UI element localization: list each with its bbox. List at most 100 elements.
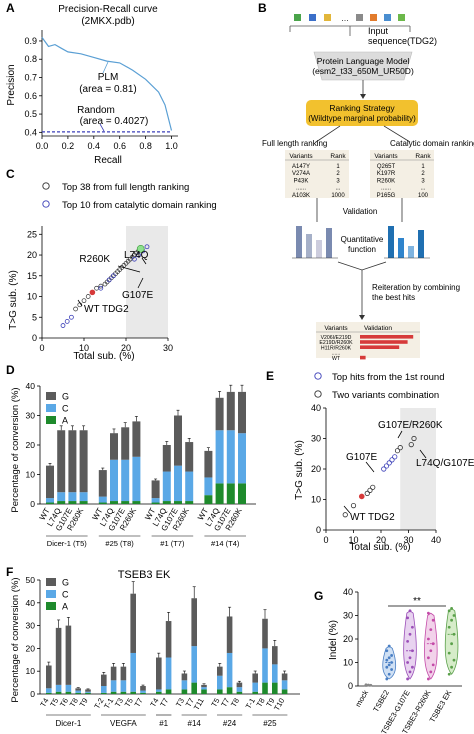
f-xtick-label: T5 [123, 697, 135, 709]
f-ytick-label: 10 [26, 666, 36, 676]
a-xtick-label: 1.0 [165, 141, 178, 151]
g-point [447, 609, 451, 613]
f-bar-A [130, 691, 136, 694]
catalytic-ranking-label: Catalytic domain ranking [390, 139, 474, 148]
g-point [447, 625, 451, 629]
c-point-wt [89, 289, 96, 296]
d-bar-G [151, 480, 160, 499]
f-bar-A [156, 691, 162, 694]
val-bar-right-4 [418, 230, 424, 258]
d-bar-G [68, 430, 77, 493]
f-bar-A [140, 692, 146, 694]
combo-row-bar [360, 345, 400, 349]
f-xtick-label: T8 [255, 697, 267, 709]
cat-row-variant: K197R [377, 171, 396, 177]
f-bar-G [110, 666, 117, 681]
c-point-highlight [136, 245, 145, 253]
e-point-tophit [392, 454, 398, 460]
combo-col-variants: Variants [324, 325, 348, 332]
d-bar-A [238, 483, 246, 504]
f-bar-G [130, 593, 136, 653]
panel-f-ylabel: Percentage of conversion (%) [10, 577, 21, 702]
combo-row-bar [360, 355, 366, 360]
panel-e-ylabel: T>G sub. (%) [294, 440, 305, 500]
panel-c: C Top 38 from full length ranking Top 10… [6, 167, 217, 362]
f-group-label: VEGFA [110, 719, 137, 728]
d-legend-label-G: G [62, 392, 69, 402]
g-point [385, 677, 389, 681]
g-point [431, 618, 435, 622]
val-bar-left-4 [326, 228, 332, 258]
g-point [367, 683, 370, 687]
g-point [452, 614, 456, 617]
a-xtick-label: 0.2 [62, 141, 75, 151]
d-bar-G [79, 430, 88, 493]
d-bar-A [215, 483, 224, 504]
d-bar-G [215, 397, 224, 431]
f-bar-A [236, 691, 243, 694]
panel-c-points [60, 244, 150, 328]
d-ytick-label: 0 [30, 499, 35, 509]
plm-label: PLM [98, 72, 119, 83]
e-point-combo [411, 435, 417, 442]
quant-label-2: function [348, 245, 376, 254]
d-bar-C [121, 459, 130, 502]
full-col-variants: Variants [289, 153, 313, 160]
panel-e-points [342, 435, 417, 518]
panel-c-ylabel: T>G sub. (%) [8, 270, 19, 330]
f-bar-A [272, 682, 278, 694]
random-area: (area = 0.4027) [80, 116, 149, 127]
f-bar-C [181, 680, 188, 690]
f-bar-G [120, 666, 127, 681]
f-bar-G [236, 682, 243, 688]
f-bar-C [46, 688, 52, 693]
c-point-catalytic [106, 277, 112, 283]
significance-label: ** [413, 596, 421, 607]
e-xtick-label: 0 [323, 535, 328, 545]
plm-box-title: Protein Language Model [317, 56, 410, 66]
d-bar-G [238, 391, 246, 434]
d-bar-C [46, 498, 54, 503]
d-bar-G [226, 391, 235, 431]
val-bar-left-1 [296, 226, 302, 258]
e-point-combo [370, 484, 376, 490]
full-row-rank: 3 [336, 178, 340, 184]
reiteration-label-2: the best hits [372, 293, 415, 302]
c-ytick-label: 25 [27, 229, 37, 239]
f-group-label: #24 [223, 719, 237, 728]
f-bar-C [110, 680, 117, 692]
d-bar-G [174, 415, 182, 466]
f-bar-C [75, 690, 81, 693]
g-violin [403, 610, 417, 680]
c-xtick-label: 10 [79, 343, 89, 353]
f-bar-G [272, 646, 278, 665]
g-point [390, 654, 393, 657]
g-point [387, 644, 391, 648]
f-bar-A [181, 689, 188, 694]
f-bar-A [46, 692, 52, 694]
g-xtick-label: TSBE2 [371, 689, 391, 714]
plm-box [313, 51, 413, 81]
g-ytick-label: 10 [343, 658, 353, 668]
combo-row-bar [360, 340, 408, 344]
panel-e-yticks: 0 10 20 30 40 [311, 403, 326, 535]
f-bar-C [101, 686, 107, 693]
f-bar-G [55, 627, 62, 685]
g-point [429, 649, 433, 653]
legend-c-cat: Top 10 from catalytic domain ranking [62, 200, 217, 211]
f-bar-G [226, 616, 233, 653]
f-bar-C [201, 687, 207, 690]
panel-e-highlight-region [400, 408, 436, 530]
panel-e: E Top hits from the 1st round Two varian… [266, 369, 474, 553]
e-point-combo [350, 502, 357, 509]
panel-d-ylabel: Percentage of conversion (%) [10, 387, 21, 512]
f-bar-A [226, 687, 233, 694]
e-label-wt: WT TDG2 [350, 512, 395, 523]
g-point [408, 609, 412, 613]
g-point [411, 665, 414, 669]
g-point [431, 663, 435, 667]
f-xtick-label: T7 [184, 697, 196, 709]
g-point [387, 656, 391, 660]
panel-f-yticks: 0 10 20 30 40 50 [26, 575, 40, 699]
